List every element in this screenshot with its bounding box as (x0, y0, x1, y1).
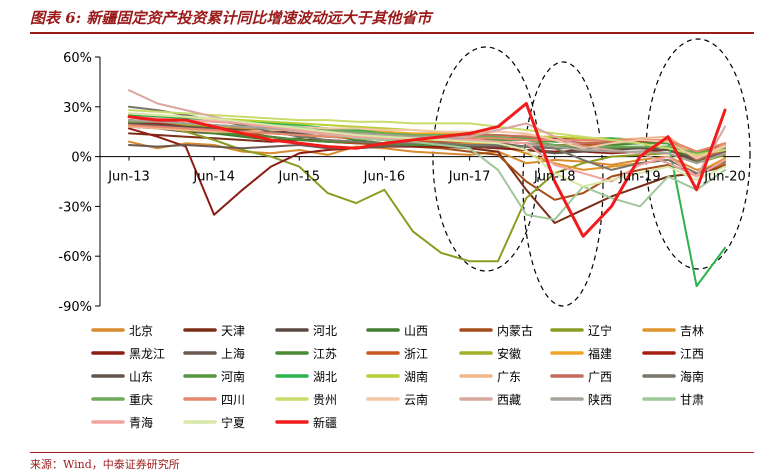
x-tick-labels: Jun-13 Jun-14 Jun-15 Jun-16 Jun-17 Jun-18 Jun-… (107, 170, 746, 185)
legend-label: 安徽 (497, 346, 521, 361)
title-bar: 图表 6: 新疆固定资产投资累计同比增速波动远大于其他省市 (30, 6, 754, 34)
legend-label: 吉林 (680, 324, 704, 338)
series-line-5 (128, 122, 726, 263)
x-tick-label: Jun-13 (107, 170, 150, 185)
legend-label: 黑龙江 (129, 347, 165, 361)
legend-label: 天津 (221, 324, 245, 338)
legend-label: 陕西 (588, 392, 612, 407)
y-tick-label: 60% (63, 51, 92, 66)
legend-label: 河北 (313, 324, 337, 338)
source-note: 来源：Wind，中泰证券研究所 (30, 452, 754, 472)
legend-label: 青海 (129, 415, 153, 430)
series-line-30 (127, 102, 727, 238)
chart: Jun-13 Jun-14 Jun-15 Jun-16 Jun-17 Jun-18 Jun-… (58, 38, 751, 430)
x-tick-label: Jun-20 (703, 170, 746, 185)
legend-label: 河南 (221, 369, 245, 384)
x-tick-label: Jun-19 (618, 170, 661, 185)
legend-label: 甘肃 (680, 393, 704, 407)
x-tick-label: Jun-17 (448, 170, 491, 185)
legend-label: 江苏 (313, 347, 337, 361)
chart-title: 图表 6: 新疆固定资产投资累计同比增速波动远大于其他省市 (30, 9, 432, 27)
y-tick-label: 30% (63, 101, 92, 116)
legend-label: 广西 (588, 370, 612, 384)
legend-label: 海南 (680, 369, 704, 384)
legend-label: 西藏 (497, 393, 521, 407)
legend-label: 北京 (129, 324, 153, 338)
legend-label: 云南 (404, 392, 428, 407)
legend-label: 江西 (680, 347, 704, 361)
legend-label: 广东 (497, 370, 521, 384)
series-lines (127, 89, 727, 288)
legend-label: 新疆 (313, 415, 337, 430)
x-tick-label: Jun-15 (278, 170, 321, 185)
x-tick-label: Jun-16 (363, 170, 406, 185)
legend-label: 上海 (221, 346, 245, 361)
legend-label: 山东 (129, 370, 153, 384)
y-tick-label: 0% (71, 151, 92, 166)
legend-label: 重庆 (129, 393, 153, 407)
legend-label: 湖北 (313, 369, 337, 384)
annotation-ellipse-0 (432, 46, 540, 272)
legend-label: 湖南 (404, 369, 428, 384)
legend-label: 四川 (221, 393, 245, 407)
legend-label: 浙江 (404, 347, 428, 361)
legend-label: 福建 (588, 346, 612, 361)
legend-label: 宁夏 (221, 415, 245, 430)
x-tick-label: Jun-18 (533, 170, 576, 185)
y-tick-label: -90% (58, 300, 92, 315)
y-tick-labels: 60% 30% 0% -30% -60% -90% (58, 51, 92, 315)
legend-label: 贵州 (313, 393, 337, 407)
series-line-26 (128, 119, 726, 165)
legend-label: 辽宁 (588, 323, 612, 338)
legend-label: 山西 (404, 324, 428, 338)
y-tick-label: -60% (58, 250, 92, 265)
x-tick-label: Jun-14 (192, 170, 235, 185)
y-tick-label: -30% (58, 200, 92, 215)
legend-label: 内蒙古 (497, 323, 533, 338)
